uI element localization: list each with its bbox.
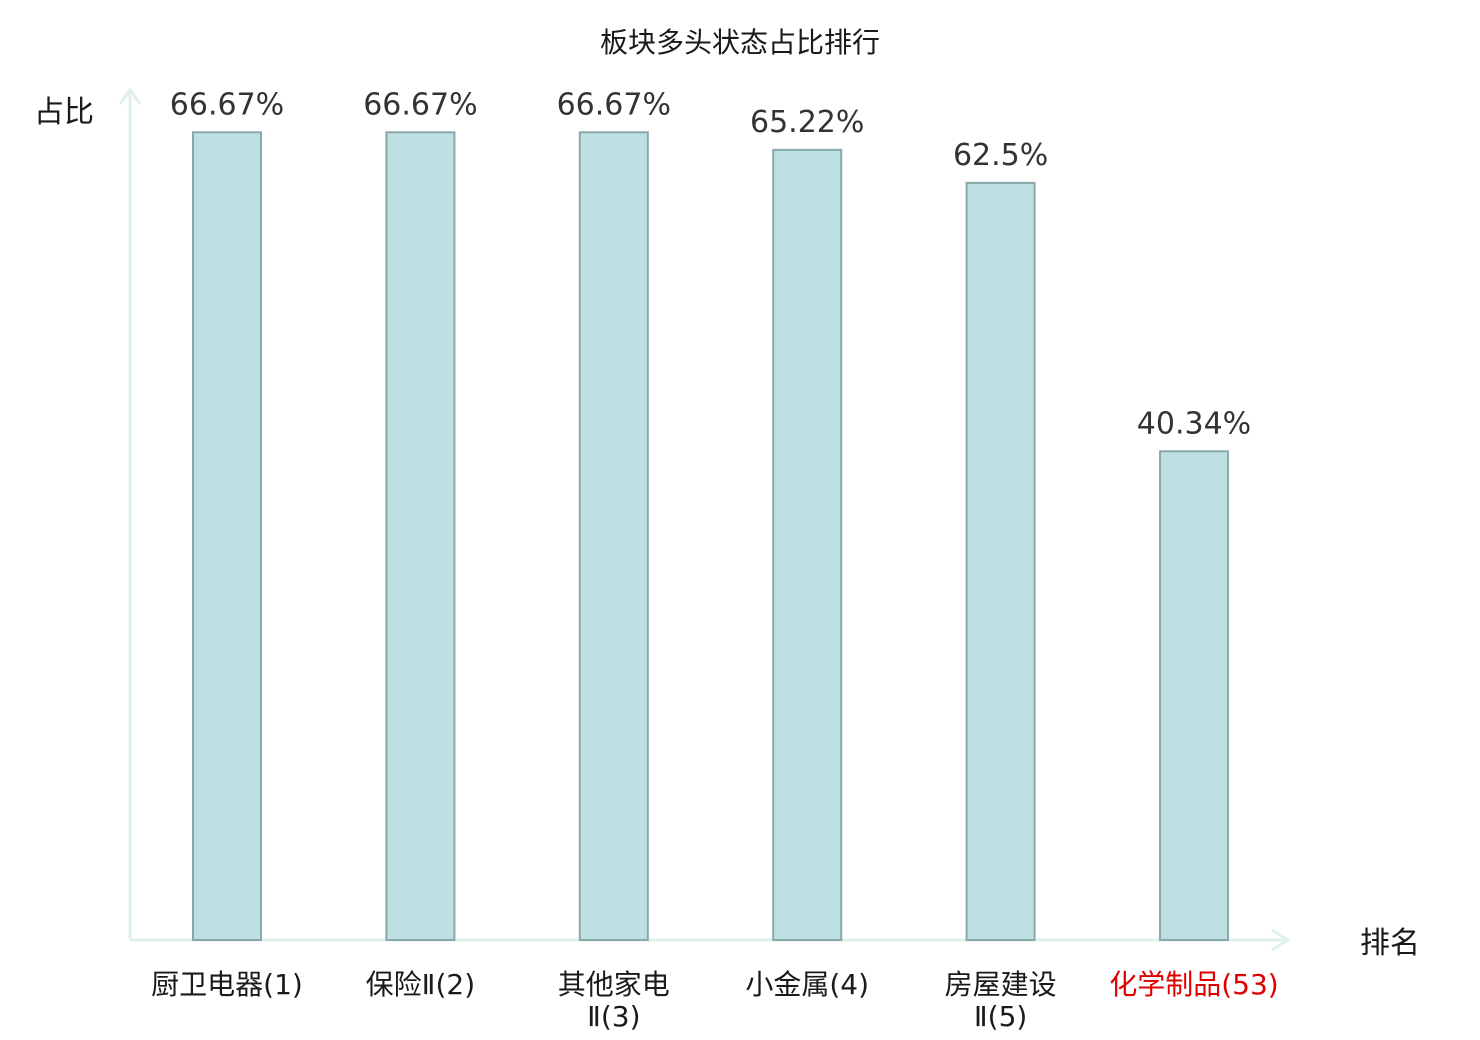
x-axis-arrow: [1271, 928, 1291, 952]
value-label-1: 66.67%: [170, 87, 284, 122]
category-label-5-line-2: Ⅱ(5): [974, 1000, 1027, 1033]
bar-2: [385, 131, 456, 942]
bar-5: [965, 181, 1036, 941]
bars-group: [192, 131, 1229, 942]
bar-1: [192, 131, 262, 942]
bar-3: [578, 131, 649, 942]
category-label-1: 厨卫电器(1): [151, 968, 303, 1001]
value-label-6: 40.34%: [1137, 406, 1251, 441]
value-label-4: 65.22%: [750, 105, 864, 140]
category-label-3-line-2: Ⅱ(3): [587, 1000, 640, 1033]
y-axis-label: 占比: [34, 95, 94, 130]
chart-title: 板块多头状态占比排行: [600, 26, 880, 59]
bar-4: [772, 148, 843, 941]
value-label-5: 62.5%: [953, 138, 1048, 173]
bar-6: [1159, 450, 1229, 941]
y-axis-arrow: [118, 87, 142, 105]
category-label-5-line-1: 房屋建设: [945, 968, 1057, 1001]
category-label-4: 小金属(4): [745, 968, 869, 1001]
value-labels-group: 66.67% 66.67% 66.67% 65.22% 62.5% 40.34%: [170, 87, 1251, 441]
x-axis-label: 排名: [1360, 926, 1420, 961]
category-label-2: 保险Ⅱ(2): [366, 968, 475, 1001]
value-label-3: 66.67%: [557, 87, 671, 122]
value-label-2: 66.67%: [363, 87, 477, 122]
category-label-6: 化学制品(53): [1109, 968, 1278, 1001]
category-label-3-line-1: 其他家电: [558, 968, 670, 1001]
